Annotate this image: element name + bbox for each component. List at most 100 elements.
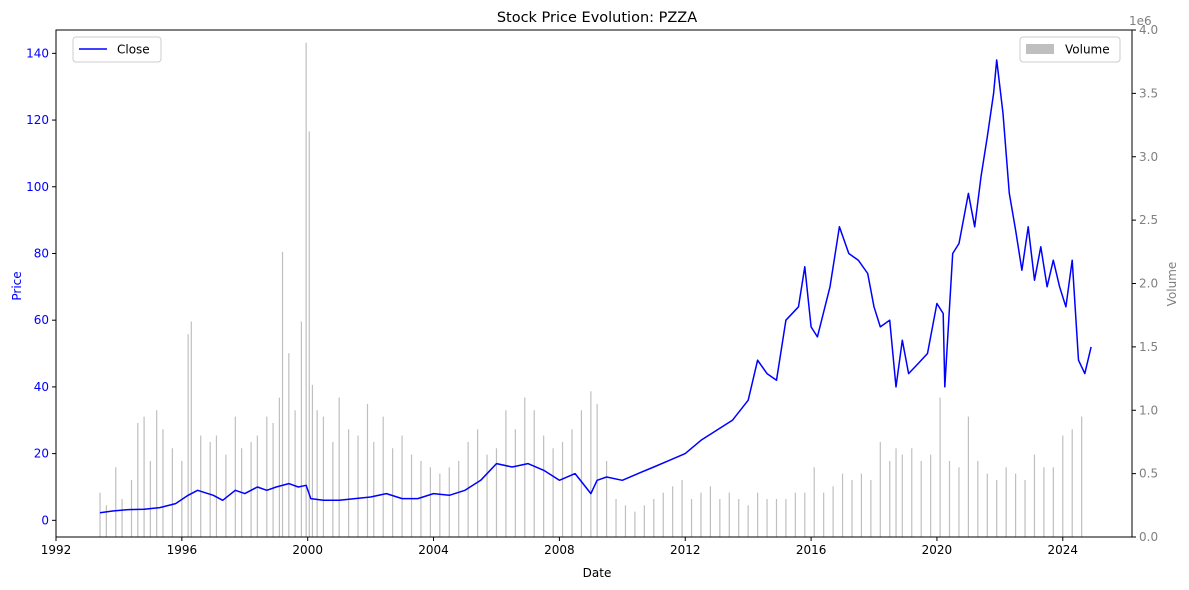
x-axis: 1992 1996 2000 2004 2008 2012 2016 2020 2024 — [41, 537, 1078, 557]
y-right-tick-label: 2.0 — [1139, 277, 1158, 291]
plot-background — [56, 30, 1132, 537]
volume-bar — [392, 448, 394, 537]
x-tick-label: 2000 — [292, 543, 323, 557]
y-left-tick-label: 20 — [34, 447, 49, 461]
volume-bar — [747, 505, 749, 537]
volume-bar — [653, 498, 655, 537]
volume-bar — [1005, 467, 1007, 537]
volume-bar — [281, 251, 284, 537]
volume-bar — [986, 473, 988, 537]
y-right-tick-label: 4.0 — [1139, 23, 1158, 37]
volume-bar — [561, 441, 564, 537]
volume-axis-multiplier: 1e6 — [1129, 14, 1152, 28]
y-right-tick-label: 1.0 — [1139, 403, 1158, 417]
volume-bar — [967, 416, 969, 537]
volume-bar — [420, 460, 422, 537]
volume-bar — [156, 410, 158, 537]
volume-bar — [590, 391, 592, 537]
y-left-tick-label: 100 — [26, 180, 49, 194]
x-tick-label: 1996 — [167, 543, 198, 557]
volume-bar — [305, 42, 307, 538]
volume-bar — [505, 410, 507, 537]
y-right-tick-label: 1.5 — [1139, 340, 1158, 354]
close-price-line — [99, 59, 1092, 514]
volume-bar — [901, 454, 903, 537]
volume-bar — [524, 397, 526, 537]
volume-bar — [823, 492, 825, 537]
legend-close-label: Close — [117, 43, 150, 57]
volume-bar — [634, 511, 636, 537]
volume-bar — [225, 454, 227, 537]
y-left-tick-label: 60 — [34, 313, 49, 327]
volume-bar — [130, 479, 133, 537]
volume-bar — [272, 422, 274, 537]
volume-bar — [458, 460, 460, 537]
volume-bar — [775, 498, 778, 537]
volume-bar — [250, 441, 252, 537]
volume-bar — [266, 416, 268, 537]
volume-bar — [920, 460, 922, 537]
y-left-tick-label: 80 — [34, 246, 49, 260]
volume-bar — [322, 416, 325, 537]
x-tick-label: 1992 — [41, 543, 72, 557]
volume-bar — [728, 492, 730, 537]
volume-bar — [410, 454, 413, 537]
legend-volume-label: Volume — [1065, 43, 1110, 57]
volume-bar — [533, 410, 535, 537]
volume-bar — [209, 441, 211, 537]
y-axis-price: 0 20 40 60 80 100 120 140 — [26, 46, 56, 527]
y-axis-left-label: Price — [10, 271, 24, 300]
volume-bar — [448, 467, 450, 537]
legend-volume-swatch — [1026, 44, 1054, 54]
volume-bar — [332, 441, 334, 537]
legend-volume-frame — [1019, 36, 1121, 63]
volume-bar — [580, 410, 583, 537]
volume-bar — [429, 467, 431, 537]
volume-bar — [347, 429, 350, 537]
volume-bar — [870, 479, 872, 537]
volume-bar — [187, 334, 189, 537]
legend-close-frame — [72, 36, 162, 63]
volume-bar — [171, 448, 174, 537]
y-left-tick-label: 120 — [26, 113, 49, 127]
volume-bar — [137, 422, 139, 537]
y-left-tick-label: 140 — [26, 46, 49, 60]
volume-bar — [624, 505, 627, 537]
volume-bar — [700, 492, 702, 537]
x-tick-label: 2008 — [544, 543, 575, 557]
volume-bar — [1062, 435, 1064, 537]
volume-bar — [1071, 429, 1073, 537]
volume-bar — [382, 416, 384, 537]
volume-bar — [958, 467, 960, 537]
volume-bar — [681, 479, 683, 537]
legend-volume: Volume — [1019, 36, 1121, 63]
volume-bar — [690, 498, 693, 537]
x-tick-label: 2024 — [1048, 543, 1079, 557]
y-right-tick-label: 2.5 — [1139, 213, 1158, 227]
x-tick-label: 2020 — [922, 543, 953, 557]
volume-bar — [1052, 467, 1054, 537]
volume-bar — [804, 492, 806, 537]
y-left-tick-label: 40 — [34, 380, 49, 394]
volume-bar — [738, 498, 740, 537]
volume-bar — [215, 435, 218, 537]
volume-bar — [486, 454, 488, 537]
volume-bar — [841, 473, 844, 537]
volume-bar — [543, 435, 545, 537]
volume-bar — [288, 353, 290, 537]
volume-bar — [439, 473, 441, 537]
y-left-tick-label: 0 — [41, 513, 49, 527]
volume-bar — [895, 448, 897, 537]
y-right-tick-label: 3.0 — [1139, 150, 1158, 164]
volume-bar — [911, 448, 913, 537]
volume-bar — [996, 479, 998, 537]
volume-bar — [672, 486, 674, 537]
legend-close: Close — [72, 36, 162, 63]
volume-bar — [467, 441, 469, 537]
volume-bar — [190, 321, 192, 537]
volume-bar — [401, 435, 403, 537]
volume-bar — [766, 498, 768, 537]
volume-bar — [832, 486, 834, 537]
volume-bar — [930, 454, 932, 537]
